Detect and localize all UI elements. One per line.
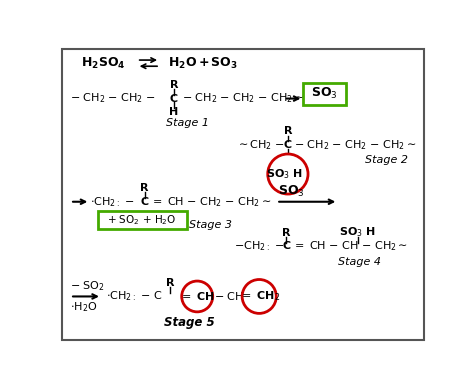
- Text: $\cdot$H$_2$O: $\cdot$H$_2$O: [70, 300, 98, 314]
- Bar: [303, 83, 346, 105]
- Text: $+$ SO$_2$ $+$ H$_2$O: $+$ SO$_2$ $+$ H$_2$O: [108, 213, 177, 227]
- Circle shape: [268, 154, 308, 194]
- Text: $=$ CH: $=$ CH: [179, 290, 215, 303]
- Bar: [98, 211, 187, 229]
- Text: Stage 2: Stage 2: [365, 155, 409, 165]
- Text: Stage 1: Stage 1: [165, 118, 209, 128]
- Text: R: R: [166, 278, 174, 288]
- Text: $-$CH$_{2:}$ $-$: $-$CH$_{2:}$ $-$: [234, 239, 284, 253]
- Text: SO$_3$: SO$_3$: [278, 183, 305, 199]
- Text: $-$ CH: $-$ CH: [214, 290, 244, 303]
- Text: $\mathbf{H_2SO_4}$: $\mathbf{H_2SO_4}$: [81, 55, 126, 71]
- Text: R: R: [282, 228, 291, 238]
- Circle shape: [182, 281, 213, 312]
- Text: R: R: [283, 126, 292, 136]
- Text: C: C: [284, 140, 292, 150]
- Text: SO$_3$: SO$_3$: [311, 86, 338, 102]
- Text: $-$ CH$_2$ $-$ CH$_2$ $-$ CH$_2\sim$: $-$ CH$_2$ $-$ CH$_2$ $-$ CH$_2\sim$: [182, 92, 304, 105]
- Text: $\sim$CH$_2$ $-$: $\sim$CH$_2$ $-$: [236, 138, 285, 152]
- Text: $\cdot$CH$_{2:}$ $-$ C: $\cdot$CH$_{2:}$ $-$ C: [106, 290, 162, 303]
- Text: $=$ CH$_2$: $=$ CH$_2$: [238, 290, 280, 303]
- Text: R: R: [170, 80, 178, 90]
- Text: Stage 3: Stage 3: [190, 220, 232, 230]
- Text: $-$ CH$_2$ $-$ CH$_2$ $-$: $-$ CH$_2$ $-$ CH$_2$ $-$: [70, 92, 156, 105]
- Text: C: C: [140, 197, 148, 207]
- Text: $=$ CH $-$ CH$_2$ $-$ CH$_2\sim$: $=$ CH $-$ CH$_2$ $-$ CH$_2\sim$: [150, 195, 271, 209]
- Text: $\mathbf{H_2O + SO_3}$: $\mathbf{H_2O + SO_3}$: [168, 55, 238, 71]
- Text: Stage 5: Stage 5: [164, 316, 215, 329]
- Text: C: C: [282, 241, 291, 251]
- Text: SO$_3$ H: SO$_3$ H: [339, 226, 376, 239]
- Text: Stage 4: Stage 4: [338, 257, 381, 267]
- Text: R: R: [140, 183, 149, 193]
- Text: C: C: [170, 94, 178, 104]
- Text: $-$ SO$_2$: $-$ SO$_2$: [70, 279, 105, 293]
- Text: H: H: [169, 107, 179, 117]
- Text: $=$ CH $-$ CH $-$ CH$_2\sim$: $=$ CH $-$ CH $-$ CH$_2\sim$: [292, 239, 408, 253]
- Text: $-$ CH$_2$ $-$ CH$_2$ $-$ CH$_2\sim$: $-$ CH$_2$ $-$ CH$_2$ $-$ CH$_2\sim$: [294, 138, 417, 152]
- Text: $\cdot$CH$_{2:}$ $-$: $\cdot$CH$_{2:}$ $-$: [90, 195, 135, 209]
- Circle shape: [242, 280, 276, 313]
- Text: SO$_3$ H: SO$_3$ H: [266, 167, 303, 181]
